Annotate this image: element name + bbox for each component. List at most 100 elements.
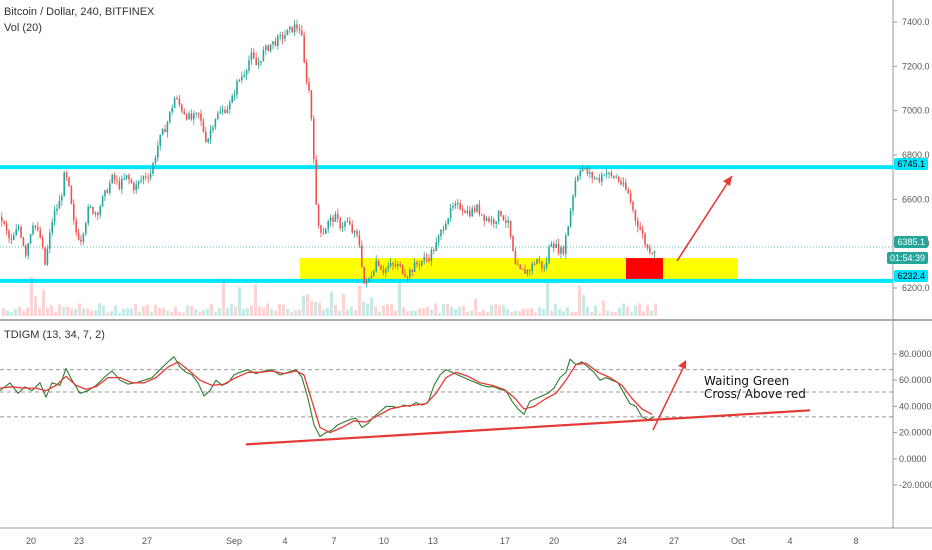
candle-body: [512, 236, 514, 252]
volume-bar: [614, 312, 617, 316]
volume-bar: [338, 310, 341, 316]
candle: [627, 186, 629, 194]
indicator-arrow-head: [678, 360, 686, 369]
volume-bar: [218, 308, 221, 316]
volume-bar: [518, 310, 521, 316]
candle-body: [5, 223, 8, 231]
candle: [301, 24, 303, 36]
candle: [61, 192, 63, 207]
price-tick-label: 7000.0: [902, 106, 930, 116]
volume-bar: [450, 306, 453, 316]
price-tick-label: 6200.0: [902, 283, 930, 293]
volume-label: Vol (20): [4, 22, 42, 34]
candle: [332, 214, 334, 227]
candle-body: [577, 176, 579, 181]
candle-body: [15, 229, 17, 236]
candle: [75, 217, 77, 237]
candle-body: [190, 113, 193, 120]
candle-body: [382, 269, 385, 273]
candle-body: [620, 180, 622, 185]
candle-body: [80, 239, 82, 242]
candle-body: [586, 168, 589, 174]
candle-body: [646, 244, 649, 248]
candle: [320, 224, 322, 238]
candle-body: [596, 177, 598, 179]
candle: [190, 109, 193, 121]
time-tick-label: 8: [853, 536, 858, 546]
candle: [521, 268, 524, 270]
volume-bar: [410, 310, 413, 316]
candle: [423, 251, 425, 265]
candle: [497, 210, 500, 225]
candle: [65, 170, 68, 181]
candle-body: [447, 218, 449, 224]
candle-body: [404, 273, 406, 277]
candle: [577, 174, 579, 182]
candle-body: [394, 264, 397, 267]
volume-bar: [254, 284, 257, 316]
candle: [82, 232, 85, 246]
indicator-tick-label: 0.0000: [899, 454, 927, 464]
candle: [341, 221, 344, 233]
candle-body: [524, 269, 526, 274]
candle-body: [161, 129, 164, 135]
candle: [584, 167, 586, 170]
candle: [380, 264, 382, 271]
volume-bar: [346, 309, 349, 316]
volume-bar: [206, 308, 209, 316]
candle: [620, 177, 622, 187]
candle-body: [157, 145, 159, 158]
candle: [193, 110, 195, 125]
candle: [500, 210, 502, 217]
candle-body: [505, 220, 507, 223]
candle: [639, 221, 641, 231]
candle-body: [58, 200, 61, 209]
candle-body: [543, 267, 545, 269]
candle-body: [255, 58, 257, 66]
volume-bar: [502, 305, 505, 316]
candle: [310, 89, 313, 121]
candle: [133, 181, 135, 194]
candle-body: [469, 210, 471, 217]
candle-body: [53, 210, 56, 223]
candle-body: [483, 214, 485, 221]
price-tick-label: 7200.0: [902, 61, 930, 71]
volume-bar: [86, 308, 89, 316]
candle-body: [385, 268, 387, 273]
candle: [106, 187, 109, 194]
candle-body: [565, 235, 567, 254]
candle-body: [224, 109, 226, 114]
volume-bar: [54, 312, 57, 316]
candle: [1, 212, 3, 227]
candle: [397, 260, 399, 270]
candle: [123, 173, 125, 180]
volume-bar: [274, 310, 277, 316]
candle: [207, 137, 209, 144]
volume-bar: [570, 312, 573, 316]
volume-bar: [186, 305, 189, 316]
candle: [461, 205, 464, 216]
volume-bar: [74, 308, 77, 316]
candle-body: [325, 228, 327, 234]
volume-bar: [490, 304, 493, 316]
candle-body: [418, 264, 421, 266]
volume-bar: [238, 287, 241, 316]
candle: [58, 195, 61, 209]
volume-bar: [242, 309, 245, 316]
candle: [617, 175, 620, 183]
volume-bar: [350, 306, 353, 316]
candle-body: [152, 163, 154, 174]
candle: [591, 171, 593, 184]
volume-bar: [138, 311, 141, 316]
volume-bar: [306, 293, 309, 316]
candle: [279, 31, 281, 41]
volume-bar: [62, 306, 65, 316]
candle: [346, 217, 349, 223]
volume-bar: [290, 312, 293, 316]
candle: [543, 264, 545, 272]
candle-body: [286, 29, 289, 36]
candle: [490, 216, 493, 226]
volume-bar: [546, 281, 549, 316]
candle-body: [459, 202, 461, 209]
